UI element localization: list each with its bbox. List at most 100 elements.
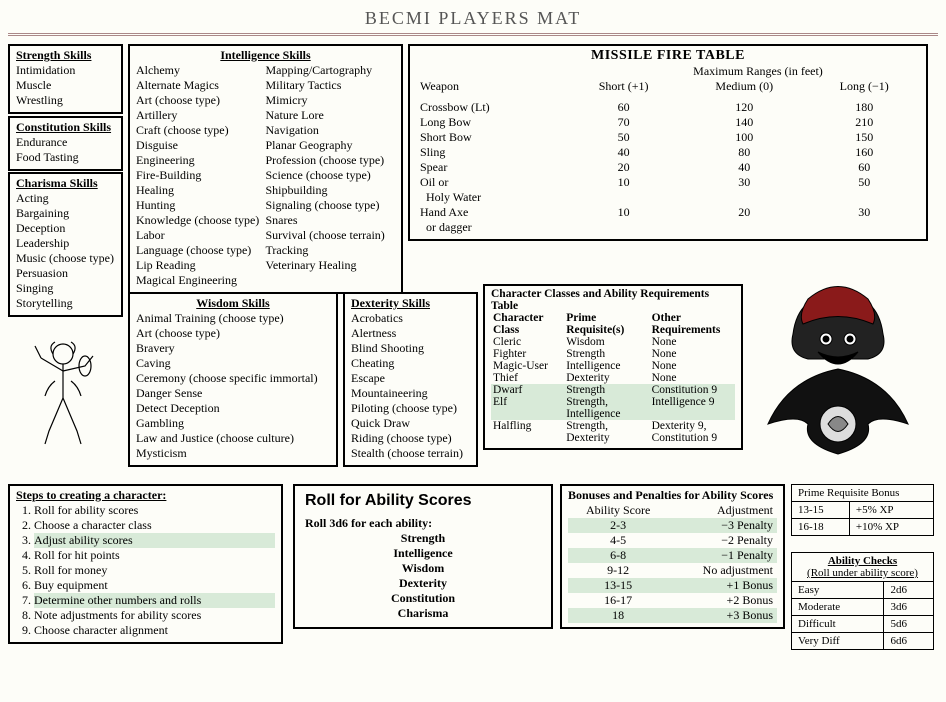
skill-item: Planar Geography xyxy=(266,138,396,153)
class-prime: Dexterity xyxy=(564,372,649,384)
skill-item: Alertness xyxy=(351,326,470,341)
check-diff: Easy xyxy=(792,582,884,599)
layout-root: Strength Skills IntimidationMuscleWrestl… xyxy=(8,44,938,694)
missile-val: 10 xyxy=(567,175,680,190)
dexterity-header: Dexterity Skills xyxy=(351,296,430,310)
missile-weapon: or dagger xyxy=(416,220,567,235)
missile-val xyxy=(808,220,920,235)
ability-name: Charisma xyxy=(305,606,541,621)
ability-name: Strength xyxy=(305,531,541,546)
missile-val: 210 xyxy=(808,115,920,130)
class-prime: Strength xyxy=(564,384,649,396)
ability-name: Dexterity xyxy=(305,576,541,591)
intelligence-skills-box: Intelligence Skills AlchemyAlternate Mag… xyxy=(128,44,403,294)
prime-bonus: +10% XP xyxy=(849,519,933,536)
class-other: Intelligence 9 xyxy=(650,396,735,420)
bonus-adj: −1 Penalty xyxy=(668,548,777,563)
skill-item: Deception xyxy=(16,221,115,236)
skill-item: Intimidation xyxy=(16,63,115,78)
bonus-table: Ability ScoreAdjustment2-3−3 Penalty4-5−… xyxy=(568,503,777,623)
warrior-art-icon xyxy=(23,336,103,446)
bonus-score: 2-3 xyxy=(568,518,668,533)
bonus-score: 18 xyxy=(568,608,668,623)
bonus-adj: −2 Penalty xyxy=(668,533,777,548)
class-name: Thief xyxy=(491,372,564,384)
skill-item: Hunting xyxy=(136,198,266,213)
check-diff: Very Diff xyxy=(792,633,884,650)
skill-item: Military Tactics xyxy=(266,78,396,93)
skill-item: Snares xyxy=(266,213,396,228)
missile-val: 20 xyxy=(680,205,808,220)
steps-list: Roll for ability scoresChoose a characte… xyxy=(16,503,275,638)
missile-weapon: Hand Axe xyxy=(416,205,567,220)
missile-val xyxy=(680,220,808,235)
step-item: Determine other numbers and rolls xyxy=(34,593,275,608)
missile-val: 50 xyxy=(567,130,680,145)
check-diff: Difficult xyxy=(792,616,884,633)
missile-val: 60 xyxy=(567,100,680,115)
step-item: Note adjustments for ability scores xyxy=(34,608,275,623)
skill-item: Cheating xyxy=(351,356,470,371)
bonus-title: Bonuses and Penalties for Ability Scores xyxy=(568,488,777,503)
skill-item: Danger Sense xyxy=(136,386,330,401)
skill-item: Fire-Building xyxy=(136,168,266,183)
roll-lead: Roll 3d6 for each ability: xyxy=(305,516,541,531)
bonus-score: 16-17 xyxy=(568,593,668,608)
skill-item: Storytelling xyxy=(16,296,115,311)
checks-title: Ability Checks(Roll under ability score) xyxy=(792,553,934,582)
class-name: Halfling xyxy=(491,420,564,444)
missile-weapon: Spear xyxy=(416,160,567,175)
missile-table-body: WeaponShort (+1)Medium (0)Long (−1)Cross… xyxy=(416,79,920,235)
missile-val: 50 xyxy=(808,175,920,190)
skill-item: Singing xyxy=(16,281,115,296)
class-prime: Wisdom xyxy=(564,336,649,348)
steps-title: Steps to creating a character: xyxy=(16,488,275,503)
missile-val xyxy=(567,190,680,205)
class-prime: Strength, Dexterity xyxy=(564,420,649,444)
missile-val: 10 xyxy=(567,205,680,220)
skill-item: Persuasion xyxy=(16,266,115,281)
skill-item: Acrobatics xyxy=(351,311,470,326)
ability-name: Constitution xyxy=(305,591,541,606)
strength-header: Strength Skills xyxy=(16,48,91,62)
missile-val: 30 xyxy=(680,175,808,190)
skill-item: Gambling xyxy=(136,416,330,431)
class-prime: Intelligence xyxy=(564,360,649,372)
step-item: Roll for hit points xyxy=(34,548,275,563)
missile-val: 40 xyxy=(567,145,680,160)
missile-val xyxy=(567,220,680,235)
missile-val: 150 xyxy=(808,130,920,145)
step-item: Choose character alignment xyxy=(34,623,275,638)
skill-item: Food Tasting xyxy=(16,150,115,165)
skill-item: Leadership xyxy=(16,236,115,251)
skill-item: Artillery xyxy=(136,108,266,123)
constitution-skills-box: Constitution Skills EnduranceFood Tastin… xyxy=(8,116,123,171)
missile-val: 140 xyxy=(680,115,808,130)
skill-item: Ceremony (choose specific immortal) xyxy=(136,371,330,386)
missile-val xyxy=(808,190,920,205)
missile-col: Long (−1) xyxy=(808,79,920,94)
missile-weapon: Short Bow xyxy=(416,130,567,145)
class-name: Dwarf xyxy=(491,384,564,396)
missile-weapon: Oil or xyxy=(416,175,567,190)
class-name: Cleric xyxy=(491,336,564,348)
missile-val: 30 xyxy=(808,205,920,220)
missile-weapon: Long Bow xyxy=(416,115,567,130)
skill-item: Stealth (choose terrain) xyxy=(351,446,470,461)
missile-val: 100 xyxy=(680,130,808,145)
missile-val: 160 xyxy=(808,145,920,160)
skill-item: Mimicry xyxy=(266,93,396,108)
charisma-header: Charisma Skills xyxy=(16,176,98,190)
class-other: Dexterity 9, Constitution 9 xyxy=(650,420,735,444)
class-requirements-box: Character Classes and Ability Requiremen… xyxy=(483,284,743,450)
missile-fire-table: MISSILE FIRE TABLE Maximum Ranges (in fe… xyxy=(408,44,928,241)
prime-range: 13-15 xyxy=(792,502,850,519)
missile-subtitle: Maximum Ranges (in feet) xyxy=(416,64,920,79)
bonus-score: 13-15 xyxy=(568,578,668,593)
skill-item: Shipbuilding xyxy=(266,183,396,198)
missile-weapon: Crossbow (Lt) xyxy=(416,100,567,115)
missile-weapon: Holy Water xyxy=(416,190,567,205)
missile-col: Medium (0) xyxy=(680,79,808,94)
skill-item: Mountaineering xyxy=(351,386,470,401)
class-name: Fighter xyxy=(491,348,564,360)
